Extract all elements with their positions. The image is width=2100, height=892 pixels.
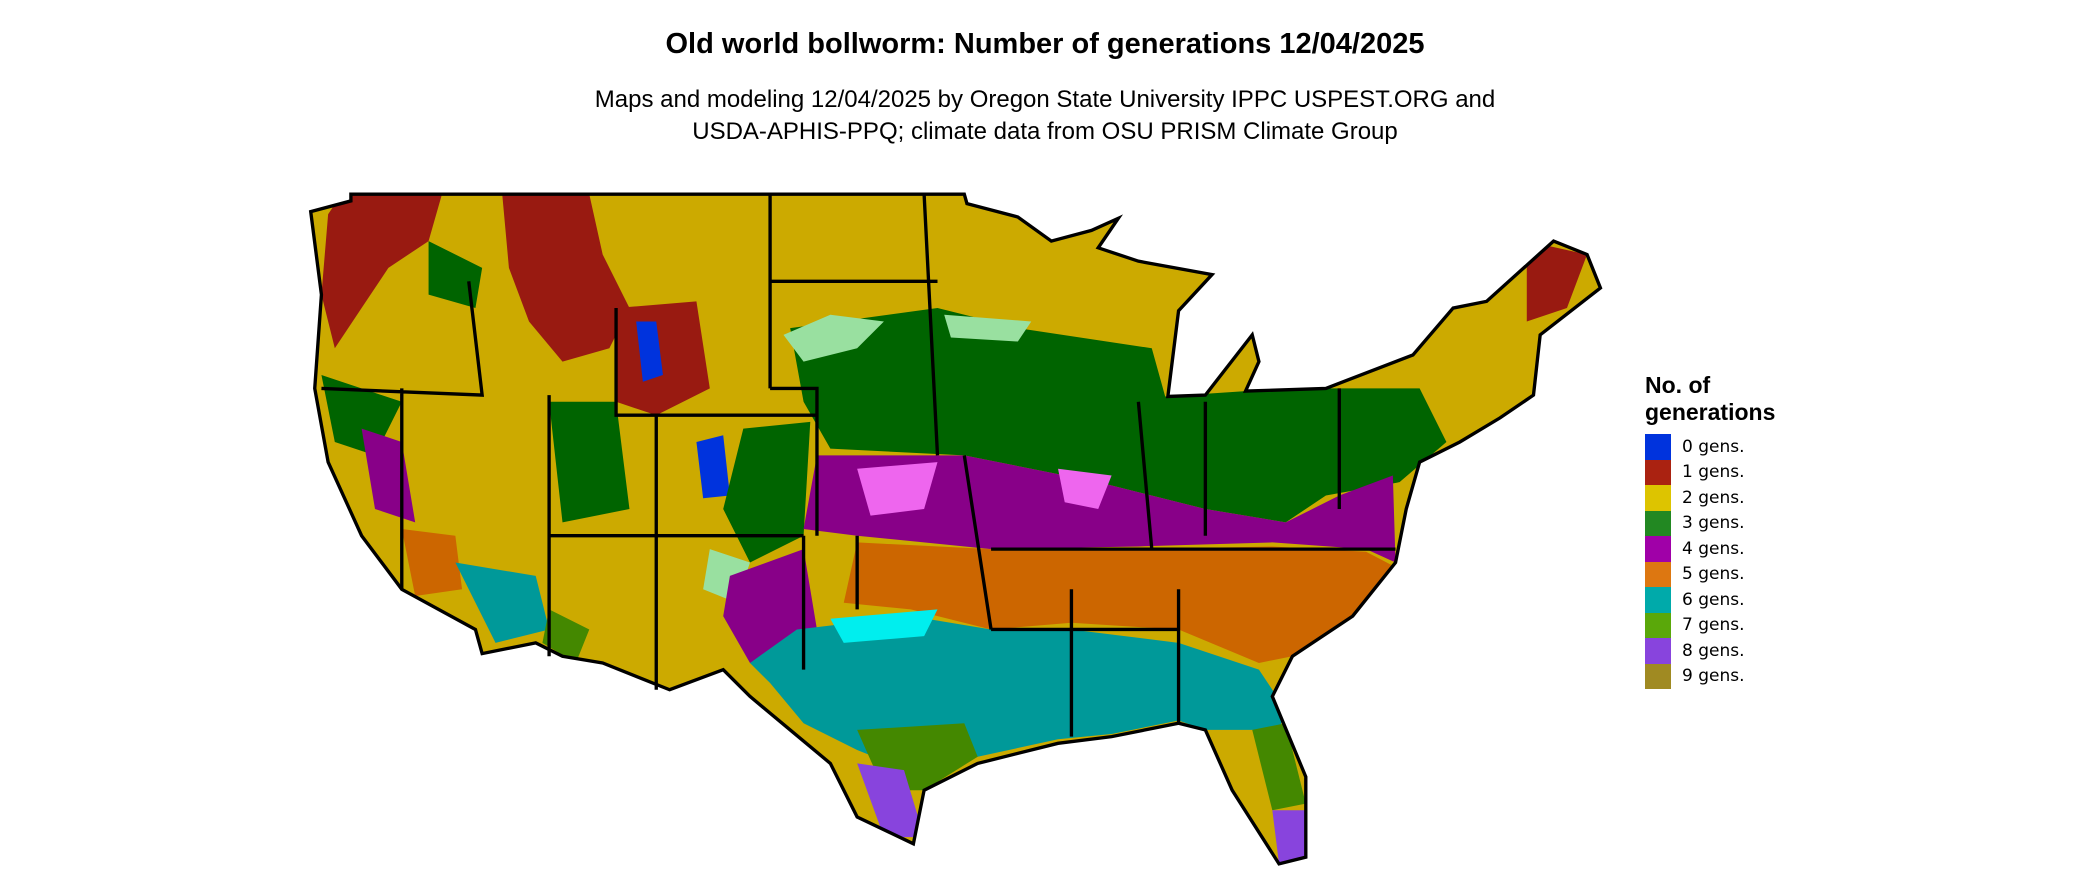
legend-swatch [1645,459,1671,485]
legend-label: 9 gens. [1682,666,1745,687]
legend-swatch [1645,561,1671,587]
legend-label: 4 gens. [1682,538,1745,559]
zone-7-gens [542,609,1306,811]
map-title: Old world bollworm: Number of generation… [665,28,1425,60]
zone-5-gens [401,529,1400,663]
zone-6-gens-light [830,609,938,643]
legend-item: 7 gens. [1645,612,1775,638]
zone-0-gens [636,321,730,499]
map-subtitle-line-1: Maps and modeling 12/04/2025 by Oregon S… [594,86,1496,113]
legend-title: No. of generations [1645,372,1775,426]
legend-swatch [1645,485,1671,511]
legend-swatch [1645,612,1671,638]
legend-label: 0 gens. [1682,436,1745,457]
legend-label: 3 gens. [1682,513,1745,534]
legend-item: 3 gens. [1645,510,1775,536]
legend-item: 4 gens. [1645,536,1775,562]
legend-title-line: generations [1645,399,1776,425]
legend-swatch [1645,663,1671,689]
legend-swatch [1645,434,1671,460]
legend-swatch [1645,536,1671,562]
legend-item: 1 gens. [1645,459,1775,485]
zone-4-gens-light [857,462,1112,516]
legend-swatch [1645,510,1671,536]
zone-1-gens-northwest [321,194,1588,416]
legend-label: 7 gens. [1682,615,1745,636]
legend-label: 8 gens. [1682,640,1745,661]
legend-swatch [1645,638,1671,664]
legend-item: 9 gens. [1645,663,1775,689]
legend-item: 8 gens. [1645,638,1775,664]
map-subtitle-line-2: USDA-APHIS-PPQ; climate data from OSU PR… [692,118,1398,145]
legend-label: 6 gens. [1682,589,1745,610]
legend-swatch [1645,587,1671,613]
legend-label: 2 gens. [1682,487,1745,508]
state-borders [308,192,1603,866]
legend-item: 0 gens. [1645,434,1775,460]
legend-item: 6 gens. [1645,587,1775,613]
legend: No. of generations 0 gens. 1 gens. 2 gens.… [1645,372,1775,689]
legend-item: 2 gens. [1645,485,1775,511]
legend-label: 1 gens. [1682,462,1745,483]
legend-label: 5 gens. [1682,564,1745,585]
zone-6-gens [455,562,1286,777]
zone-3-gens [321,241,1447,563]
legend-title-line: No. of [1645,372,1711,398]
legend-item: 5 gens. [1645,561,1775,587]
